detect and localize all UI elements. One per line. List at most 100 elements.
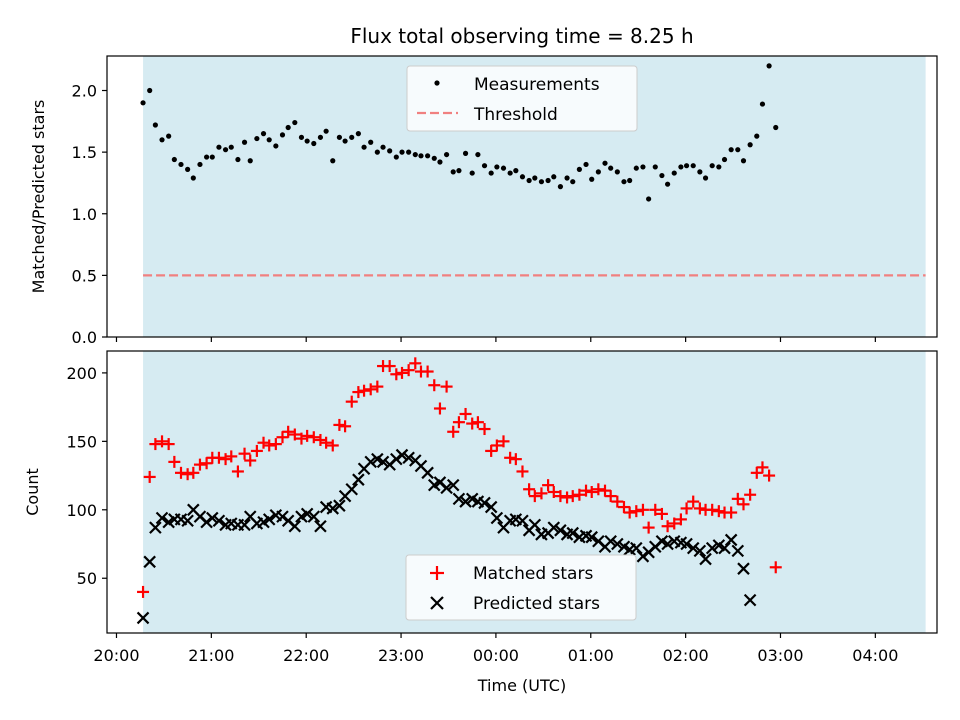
y-tick-label: 150 bbox=[66, 432, 97, 451]
y-tick-label: 100 bbox=[66, 501, 97, 520]
predicted-star-point bbox=[446, 478, 460, 492]
measurement-point bbox=[361, 144, 367, 150]
measurement-point bbox=[740, 158, 747, 164]
measurement-point bbox=[336, 134, 342, 140]
measurement-point bbox=[222, 147, 229, 153]
matched-star-point bbox=[219, 453, 232, 466]
predicted-star-point bbox=[307, 510, 321, 523]
measurement-point bbox=[564, 175, 570, 181]
x-axis-label: Time (UTC) bbox=[477, 676, 566, 695]
matched-star-point bbox=[447, 425, 460, 438]
matched-star-point bbox=[174, 466, 187, 479]
measurement-point bbox=[659, 172, 665, 179]
matched-star-point bbox=[490, 439, 503, 452]
predicted-star-point bbox=[181, 514, 194, 528]
measurement-point bbox=[317, 134, 324, 140]
predicted-stars-points bbox=[136, 448, 757, 625]
matched-star-point bbox=[674, 513, 687, 526]
predicted-star-point bbox=[686, 541, 700, 555]
measurement-point bbox=[147, 87, 153, 94]
predicted-star-point bbox=[661, 537, 674, 551]
measurement-point bbox=[583, 161, 589, 168]
matched-star-point bbox=[585, 486, 598, 498]
predicted-star-point bbox=[731, 544, 745, 558]
measurement-point bbox=[425, 153, 431, 159]
measurement-point bbox=[342, 138, 348, 144]
predicted-star-point bbox=[516, 514, 529, 528]
matched-star-point bbox=[523, 483, 536, 496]
predicted-star-point bbox=[554, 524, 567, 537]
predicted-star-point bbox=[395, 448, 409, 462]
measurement-point bbox=[709, 163, 715, 169]
y-tick-label: 0.5 bbox=[72, 266, 97, 285]
measurement-point bbox=[462, 150, 469, 156]
y-tick-label: 50 bbox=[77, 569, 97, 588]
predicted-star-point bbox=[630, 541, 643, 555]
matched-star-point bbox=[225, 450, 238, 463]
measurement-point bbox=[721, 156, 728, 163]
matched-star-point bbox=[383, 360, 396, 373]
predicted-star-point bbox=[566, 526, 580, 540]
x-tick-label: 04:00 bbox=[852, 646, 898, 665]
measurement-point bbox=[399, 149, 405, 155]
matched-star-point bbox=[580, 484, 593, 497]
matched-star-point bbox=[466, 417, 479, 430]
matched-star-point bbox=[409, 357, 422, 370]
matched-star-point bbox=[452, 416, 465, 429]
matched-star-point bbox=[649, 503, 662, 516]
measurement-point bbox=[178, 161, 184, 168]
measurement-point bbox=[551, 174, 557, 180]
measurement-point bbox=[683, 163, 690, 169]
matched-star-point bbox=[611, 495, 624, 508]
measurement-point bbox=[627, 177, 633, 184]
predicted-star-point bbox=[149, 521, 162, 534]
top-y-axis-label: Matched/Predicted stars bbox=[29, 100, 48, 294]
predicted-star-point bbox=[288, 519, 302, 533]
top-panel: 0.00.51.01.52.0 Matched/Predicted stars … bbox=[29, 55, 938, 347]
bottom-y-axis-label: Count bbox=[23, 468, 42, 516]
matched-star-point bbox=[276, 431, 289, 444]
matched-star-point bbox=[504, 451, 517, 464]
measurement-point bbox=[532, 175, 538, 181]
predicted-star-point bbox=[143, 555, 156, 569]
matched-star-point bbox=[599, 484, 611, 497]
measurement-point bbox=[671, 170, 677, 176]
predicted-star-point bbox=[136, 611, 150, 625]
top-x-ticks bbox=[115, 337, 876, 342]
predicted-star-point bbox=[490, 511, 504, 525]
measurement-points bbox=[140, 63, 779, 202]
measurement-point bbox=[500, 165, 507, 171]
measurement-point bbox=[456, 168, 462, 174]
matched-star-point bbox=[238, 447, 251, 460]
measurement-point bbox=[494, 164, 500, 170]
y-tick-label: 200 bbox=[66, 364, 97, 383]
measurement-point bbox=[652, 164, 658, 170]
measurement-point bbox=[665, 181, 671, 187]
measurement-point bbox=[570, 179, 576, 185]
predicted-star-point bbox=[364, 455, 377, 469]
matched-star-point bbox=[339, 420, 352, 433]
matched-star-point bbox=[269, 438, 282, 451]
matched-star-point bbox=[307, 431, 320, 444]
matched-star-point bbox=[750, 466, 763, 479]
predicted-star-point bbox=[238, 518, 251, 532]
predicted-star-point bbox=[200, 515, 213, 529]
matched-star-point bbox=[737, 498, 750, 511]
measurement-point bbox=[614, 169, 620, 175]
predicted-star-point bbox=[314, 519, 327, 533]
matched-star-point bbox=[193, 458, 206, 471]
predicted-star-point bbox=[459, 495, 472, 508]
matched-star-point bbox=[554, 490, 567, 503]
legend-threshold-label: Threshold bbox=[473, 105, 558, 125]
matched-star-point bbox=[459, 407, 472, 420]
predicted-star-point bbox=[402, 451, 415, 465]
measurement-point bbox=[292, 119, 298, 126]
matched-star-point bbox=[566, 490, 579, 503]
predicted-star-point bbox=[155, 511, 169, 525]
measurement-point bbox=[266, 137, 272, 143]
matched-star-point bbox=[604, 490, 617, 503]
measurement-point bbox=[185, 166, 191, 172]
measurement-point bbox=[526, 177, 532, 184]
matched-star-point bbox=[314, 433, 327, 446]
measurement-point bbox=[159, 137, 165, 143]
